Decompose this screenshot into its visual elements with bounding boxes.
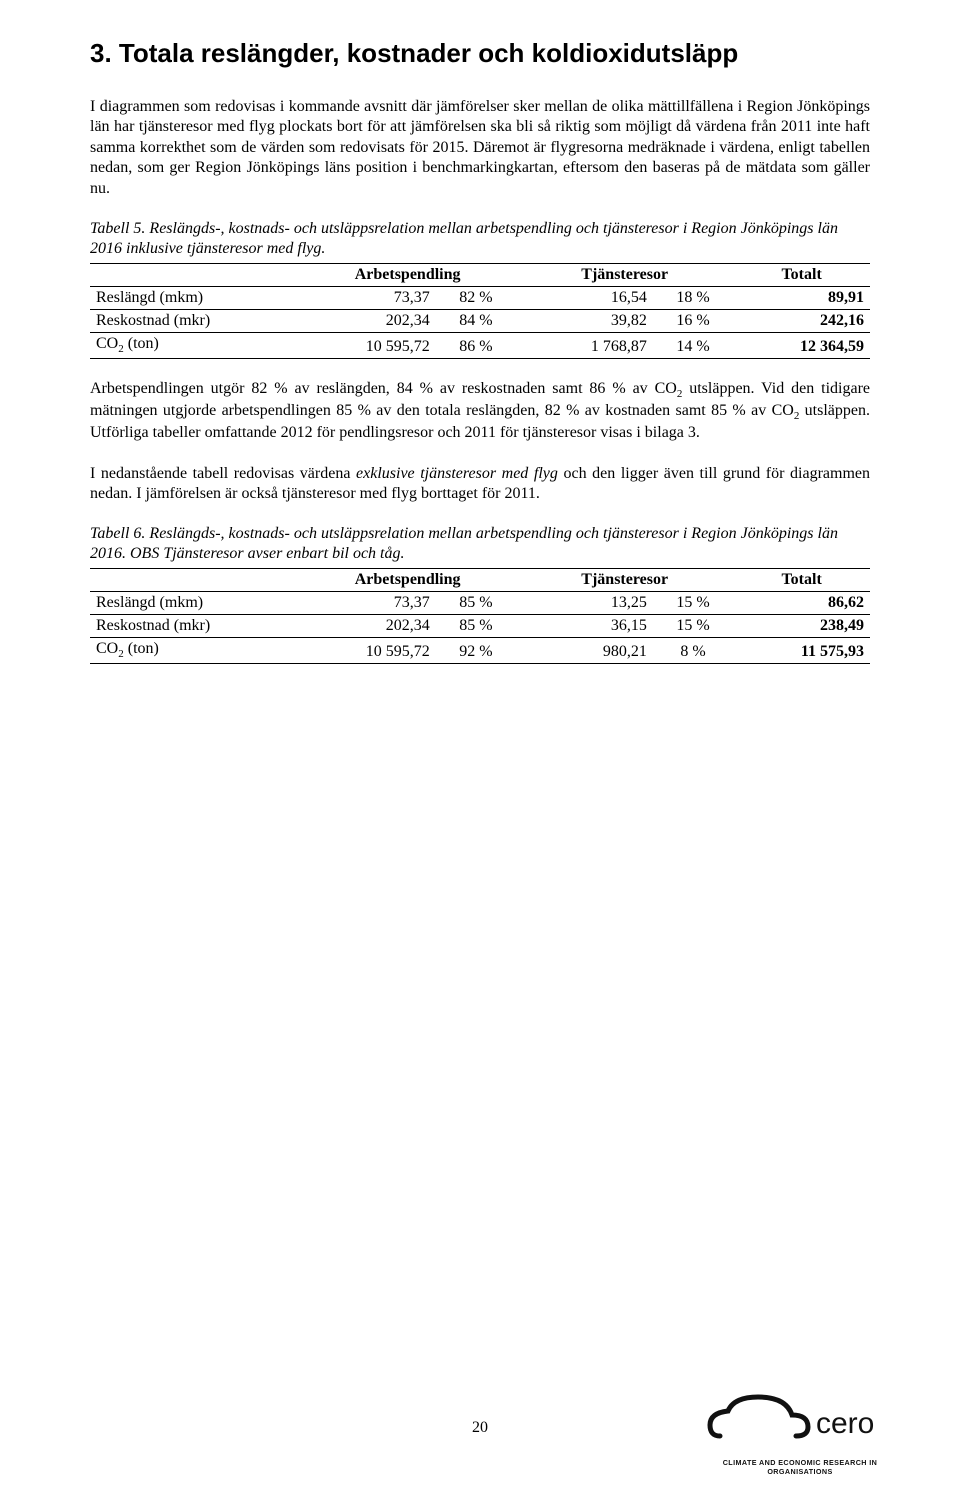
- table6: Arbetspendling Tjänsteresor Totalt Reslä…: [90, 568, 870, 663]
- cell-value: 13,25: [516, 592, 653, 615]
- cell-pct: 16 %: [653, 310, 733, 333]
- cell-value: 10 595,72: [299, 333, 436, 358]
- intro-paragraph-1: I diagrammen som redovisas i kommande av…: [90, 97, 870, 199]
- table6-header-arbetspendling: Arbetspendling: [299, 569, 516, 592]
- table6-header-row: Arbetspendling Tjänsteresor Totalt: [90, 569, 870, 592]
- cell-label: Reslängd (mkm): [90, 592, 299, 615]
- cell-pct: 18 %: [653, 287, 733, 310]
- cell-pct: 84 %: [436, 310, 516, 333]
- cell-total: 242,16: [733, 310, 870, 333]
- cell-pct: 82 %: [436, 287, 516, 310]
- table6-caption: Tabell 6. Reslängds-, kostnads- och utsl…: [90, 524, 870, 564]
- cell-pct: 14 %: [653, 333, 733, 358]
- cell-value: 202,34: [299, 310, 436, 333]
- table5-header-arbetspendling: Arbetspendling: [299, 264, 516, 287]
- cell-pct: 15 %: [653, 592, 733, 615]
- table-row: Reslängd (mkm) 73,37 85 % 13,25 15 % 86,…: [90, 592, 870, 615]
- cell-pct: 92 %: [436, 638, 516, 663]
- cell-pct: 15 %: [653, 615, 733, 638]
- cell-total: 12 364,59: [733, 333, 870, 358]
- cell-value: 1 768,87: [516, 333, 653, 358]
- table6-header-totalt: Totalt: [733, 569, 870, 592]
- cell-value: 16,54: [516, 287, 653, 310]
- cell-label: Reskostnad (mkr): [90, 310, 299, 333]
- cell-value: 980,21: [516, 638, 653, 663]
- cell-value: 73,37: [299, 287, 436, 310]
- table5-header-blank: [90, 264, 299, 287]
- cell-total: 89,91: [733, 287, 870, 310]
- cell-total: 238,49: [733, 615, 870, 638]
- table-row: Reskostnad (mkr) 202,34 85 % 36,15 15 % …: [90, 615, 870, 638]
- table-row: Reskostnad (mkr) 202,34 84 % 39,82 16 % …: [90, 310, 870, 333]
- cell-pct: 85 %: [436, 592, 516, 615]
- cell-label: Reskostnad (mkr): [90, 615, 299, 638]
- page-title: 3. Totala reslängder, kostnader och kold…: [90, 38, 870, 69]
- cell-label: CO2 (ton): [90, 638, 299, 663]
- cell-total: 11 575,93: [733, 638, 870, 663]
- cell-value: 73,37: [299, 592, 436, 615]
- cell-value: 36,15: [516, 615, 653, 638]
- cell-total: 86,62: [733, 592, 870, 615]
- table-row: Reslängd (mkm) 73,37 82 % 16,54 18 % 89,…: [90, 287, 870, 310]
- svg-text:cero: cero: [816, 1407, 874, 1440]
- table-row: CO2 (ton) 10 595,72 92 % 980,21 8 % 11 5…: [90, 638, 870, 663]
- table6-header-blank: [90, 569, 299, 592]
- table6-header-tjansteresor: Tjänsteresor: [516, 569, 733, 592]
- cero-logo: cero CLIMATE AND ECONOMIC RESEARCH IN OR…: [700, 1391, 900, 1469]
- cero-logo-subtext: CLIMATE AND ECONOMIC RESEARCH IN ORGANIS…: [700, 1458, 900, 1476]
- table5-header-totalt: Totalt: [733, 264, 870, 287]
- cell-value: 10 595,72: [299, 638, 436, 663]
- table-row: CO2 (ton) 10 595,72 86 % 1 768,87 14 % 1…: [90, 333, 870, 358]
- table5-caption: Tabell 5. Reslängds-, kostnads- och utsl…: [90, 219, 870, 259]
- cell-label: Reslängd (mkm): [90, 287, 299, 310]
- cell-value: 202,34: [299, 615, 436, 638]
- cell-pct: 8 %: [653, 638, 733, 663]
- cell-label: CO2 (ton): [90, 333, 299, 358]
- paragraph-3: I nedanstående tabell redovisas värdena …: [90, 464, 870, 505]
- table5-header-tjansteresor: Tjänsteresor: [516, 264, 733, 287]
- cero-logo-icon: cero: [700, 1391, 900, 1451]
- cell-pct: 86 %: [436, 333, 516, 358]
- paragraph-2: Arbetspendlingen utgör 82 % av reslängde…: [90, 379, 870, 444]
- cell-pct: 85 %: [436, 615, 516, 638]
- table5-header-row: Arbetspendling Tjänsteresor Totalt: [90, 264, 870, 287]
- cell-value: 39,82: [516, 310, 653, 333]
- table5: Arbetspendling Tjänsteresor Totalt Reslä…: [90, 263, 870, 358]
